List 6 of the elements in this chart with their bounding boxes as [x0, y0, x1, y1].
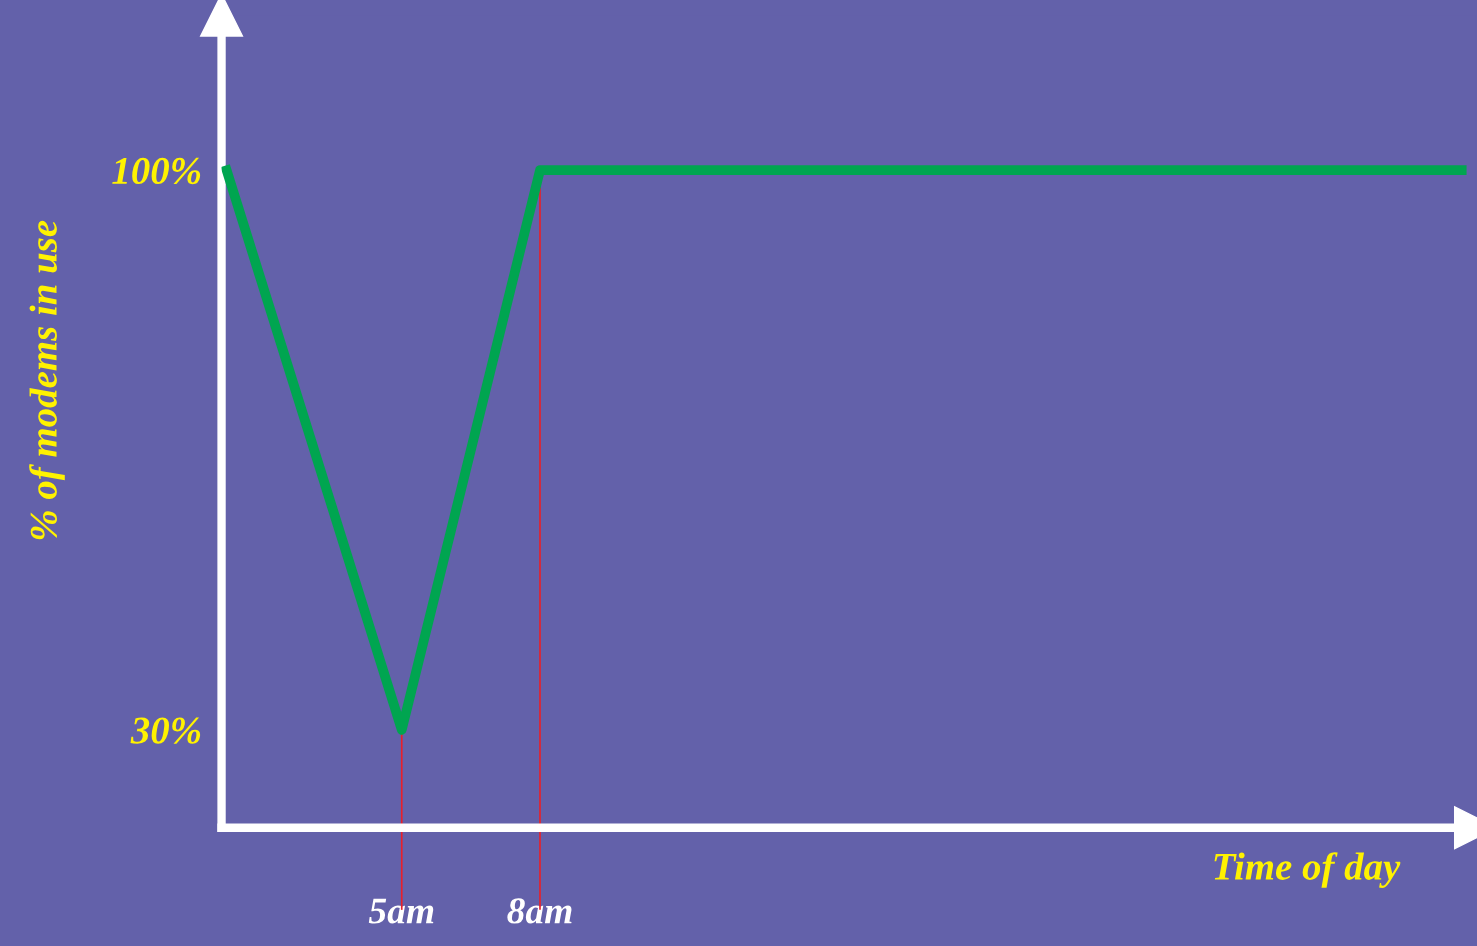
x-tick-label: 5am [368, 898, 434, 924]
y-axis-title: % of modems in use [29, 220, 65, 540]
x-tick-label: 8am [507, 898, 572, 924]
y-tick-label: 100% [112, 157, 201, 185]
x-axis-title: Time of day [1214, 852, 1401, 888]
y-tick-label: 30% [130, 717, 201, 744]
